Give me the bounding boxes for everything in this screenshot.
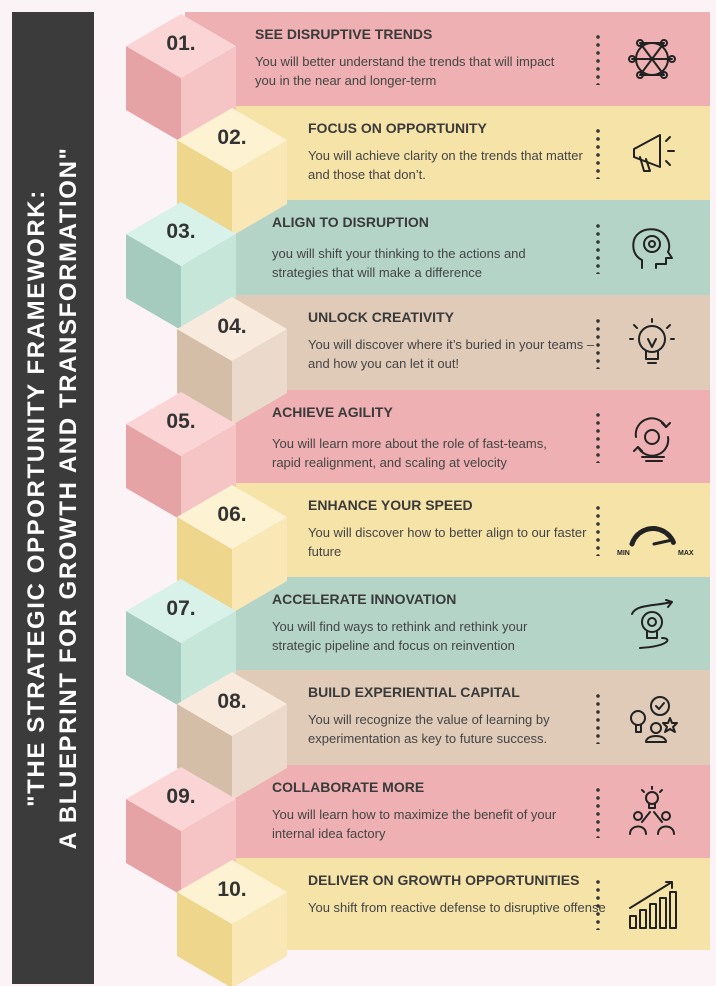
growth-chart-icon xyxy=(629,881,677,929)
dotted-separator xyxy=(596,316,600,369)
cube-shape xyxy=(177,297,287,425)
step-number: 08. xyxy=(217,690,247,713)
step-band-4: UNLOCK CREATIVITY You will discover wher… xyxy=(232,295,710,390)
step-number: 04. xyxy=(217,315,247,338)
step-heading: ACHIEVE AGILITY xyxy=(272,404,393,420)
step-band-8: BUILD EXPERIENTIAL CAPITAL You will reco… xyxy=(232,670,710,765)
step-band-3: ALIGN TO DISRUPTION you will shift your … xyxy=(185,200,710,295)
step-number: 01. xyxy=(166,32,196,55)
step-band-9: COLLABORATE MORE You will learn how to m… xyxy=(185,765,710,858)
step-number: 10. xyxy=(217,878,247,901)
dotted-separator xyxy=(596,221,600,274)
step-cube-4: 04. xyxy=(177,297,287,427)
step-description: You will recognize the value of learning… xyxy=(308,712,550,746)
cube-shape xyxy=(126,579,236,707)
step-description: You will discover where it’s buried in y… xyxy=(308,337,595,371)
step-number: 06. xyxy=(217,503,247,526)
step-cube-5: 05. xyxy=(126,392,236,522)
gauge-min-label: MIN xyxy=(617,550,630,557)
title-line-2: A BLUEPRINT FOR GROWTH AND TRANSFORMATIO… xyxy=(55,146,82,850)
step-description: you will shift your thinking to the acti… xyxy=(272,246,526,280)
megaphone-icon xyxy=(633,134,675,172)
step-band-1: SEE DISRUPTIVE TRENDS You will better un… xyxy=(185,12,710,106)
infographic-title: "THE STRATEGIC OPPORTUNITY FRAMEWORK: A … xyxy=(21,147,85,850)
step-number: 07. xyxy=(166,597,196,620)
step-cube-6: 06. xyxy=(177,485,287,615)
step-band-7: ACCELERATE INNOVATION You will find ways… xyxy=(185,577,710,670)
dotted-separator xyxy=(596,504,600,556)
step-heading: DELIVER ON GROWTH OPPORTUNITIES xyxy=(308,872,580,888)
cube-shape xyxy=(177,860,287,986)
step-heading: ACCELERATE INNOVATION xyxy=(272,591,457,607)
step-heading: UNLOCK CREATIVITY xyxy=(308,309,454,325)
network-icon xyxy=(628,39,676,79)
cube-shape xyxy=(177,485,287,613)
step-heading: SEE DISRUPTIVE TRENDS xyxy=(255,26,433,42)
step-number: 09. xyxy=(166,785,196,808)
step-heading: ENHANCE YOUR SPEED xyxy=(308,497,473,513)
dotted-separator xyxy=(596,691,600,744)
dotted-separator xyxy=(596,33,600,85)
dotted-separator xyxy=(596,878,600,930)
collaboration-icon xyxy=(629,785,675,835)
step-description: You shift from reactive defense to disru… xyxy=(308,900,606,915)
step-cube-1: 01. xyxy=(126,14,236,144)
step-band-6: ENHANCE YOUR SPEED You will discover how… xyxy=(232,483,710,577)
step-heading: FOCUS ON OPPORTUNITY xyxy=(308,120,487,136)
step-band-5: ACHIEVE AGILITY You will learn more abou… xyxy=(185,390,710,483)
cube-shape xyxy=(126,392,236,520)
cube-shape xyxy=(126,202,236,330)
cube-shape xyxy=(126,767,236,895)
head-gear-icon xyxy=(632,227,673,269)
dotted-separator xyxy=(596,785,600,838)
step-cube-9: 09. xyxy=(126,767,236,897)
step-cube-3: 03. xyxy=(126,202,236,332)
experience-icon xyxy=(630,695,678,743)
step-number: 03. xyxy=(166,220,196,243)
dotted-separator xyxy=(596,127,600,179)
innovation-bulb-icon xyxy=(631,598,673,649)
step-band-2: FOCUS ON OPPORTUNITY You will achieve cl… xyxy=(232,106,710,200)
step-description: You will learn more about the role of fa… xyxy=(272,436,547,470)
step-heading: ALIGN TO DISRUPTION xyxy=(272,214,429,230)
step-description: You will find ways to rethink and rethin… xyxy=(272,619,528,653)
dotted-separator xyxy=(596,410,600,463)
step-heading: COLLABORATE MORE xyxy=(272,779,425,795)
step-cube-7: 07. xyxy=(126,579,236,709)
step-heading: BUILD EXPERIENTIAL CAPITAL xyxy=(308,684,520,700)
step-description: You will learn how to maximize the benef… xyxy=(272,807,557,841)
lightbulb-icon xyxy=(629,317,675,364)
title-sidebar: "THE STRATEGIC OPPORTUNITY FRAMEWORK: A … xyxy=(12,12,94,984)
speedometer-icon xyxy=(629,526,677,547)
step-cube-10: 10. xyxy=(177,860,287,986)
step-number: 02. xyxy=(217,126,247,149)
step-band-10: DELIVER ON GROWTH OPPORTUNITIES You shif… xyxy=(232,858,710,950)
step-description: You will achieve clarity on the trends t… xyxy=(308,148,583,182)
title-line-1: "THE STRATEGIC OPPORTUNITY FRAMEWORK: xyxy=(23,189,50,807)
cube-shape xyxy=(126,14,236,142)
gauge-max-label: MAX xyxy=(678,550,694,557)
step-number: 05. xyxy=(166,410,196,433)
step-description: You will discover how to better align to… xyxy=(308,525,587,559)
cycle-gear-icon xyxy=(633,416,671,462)
step-description: You will better understand the trends th… xyxy=(255,54,555,88)
